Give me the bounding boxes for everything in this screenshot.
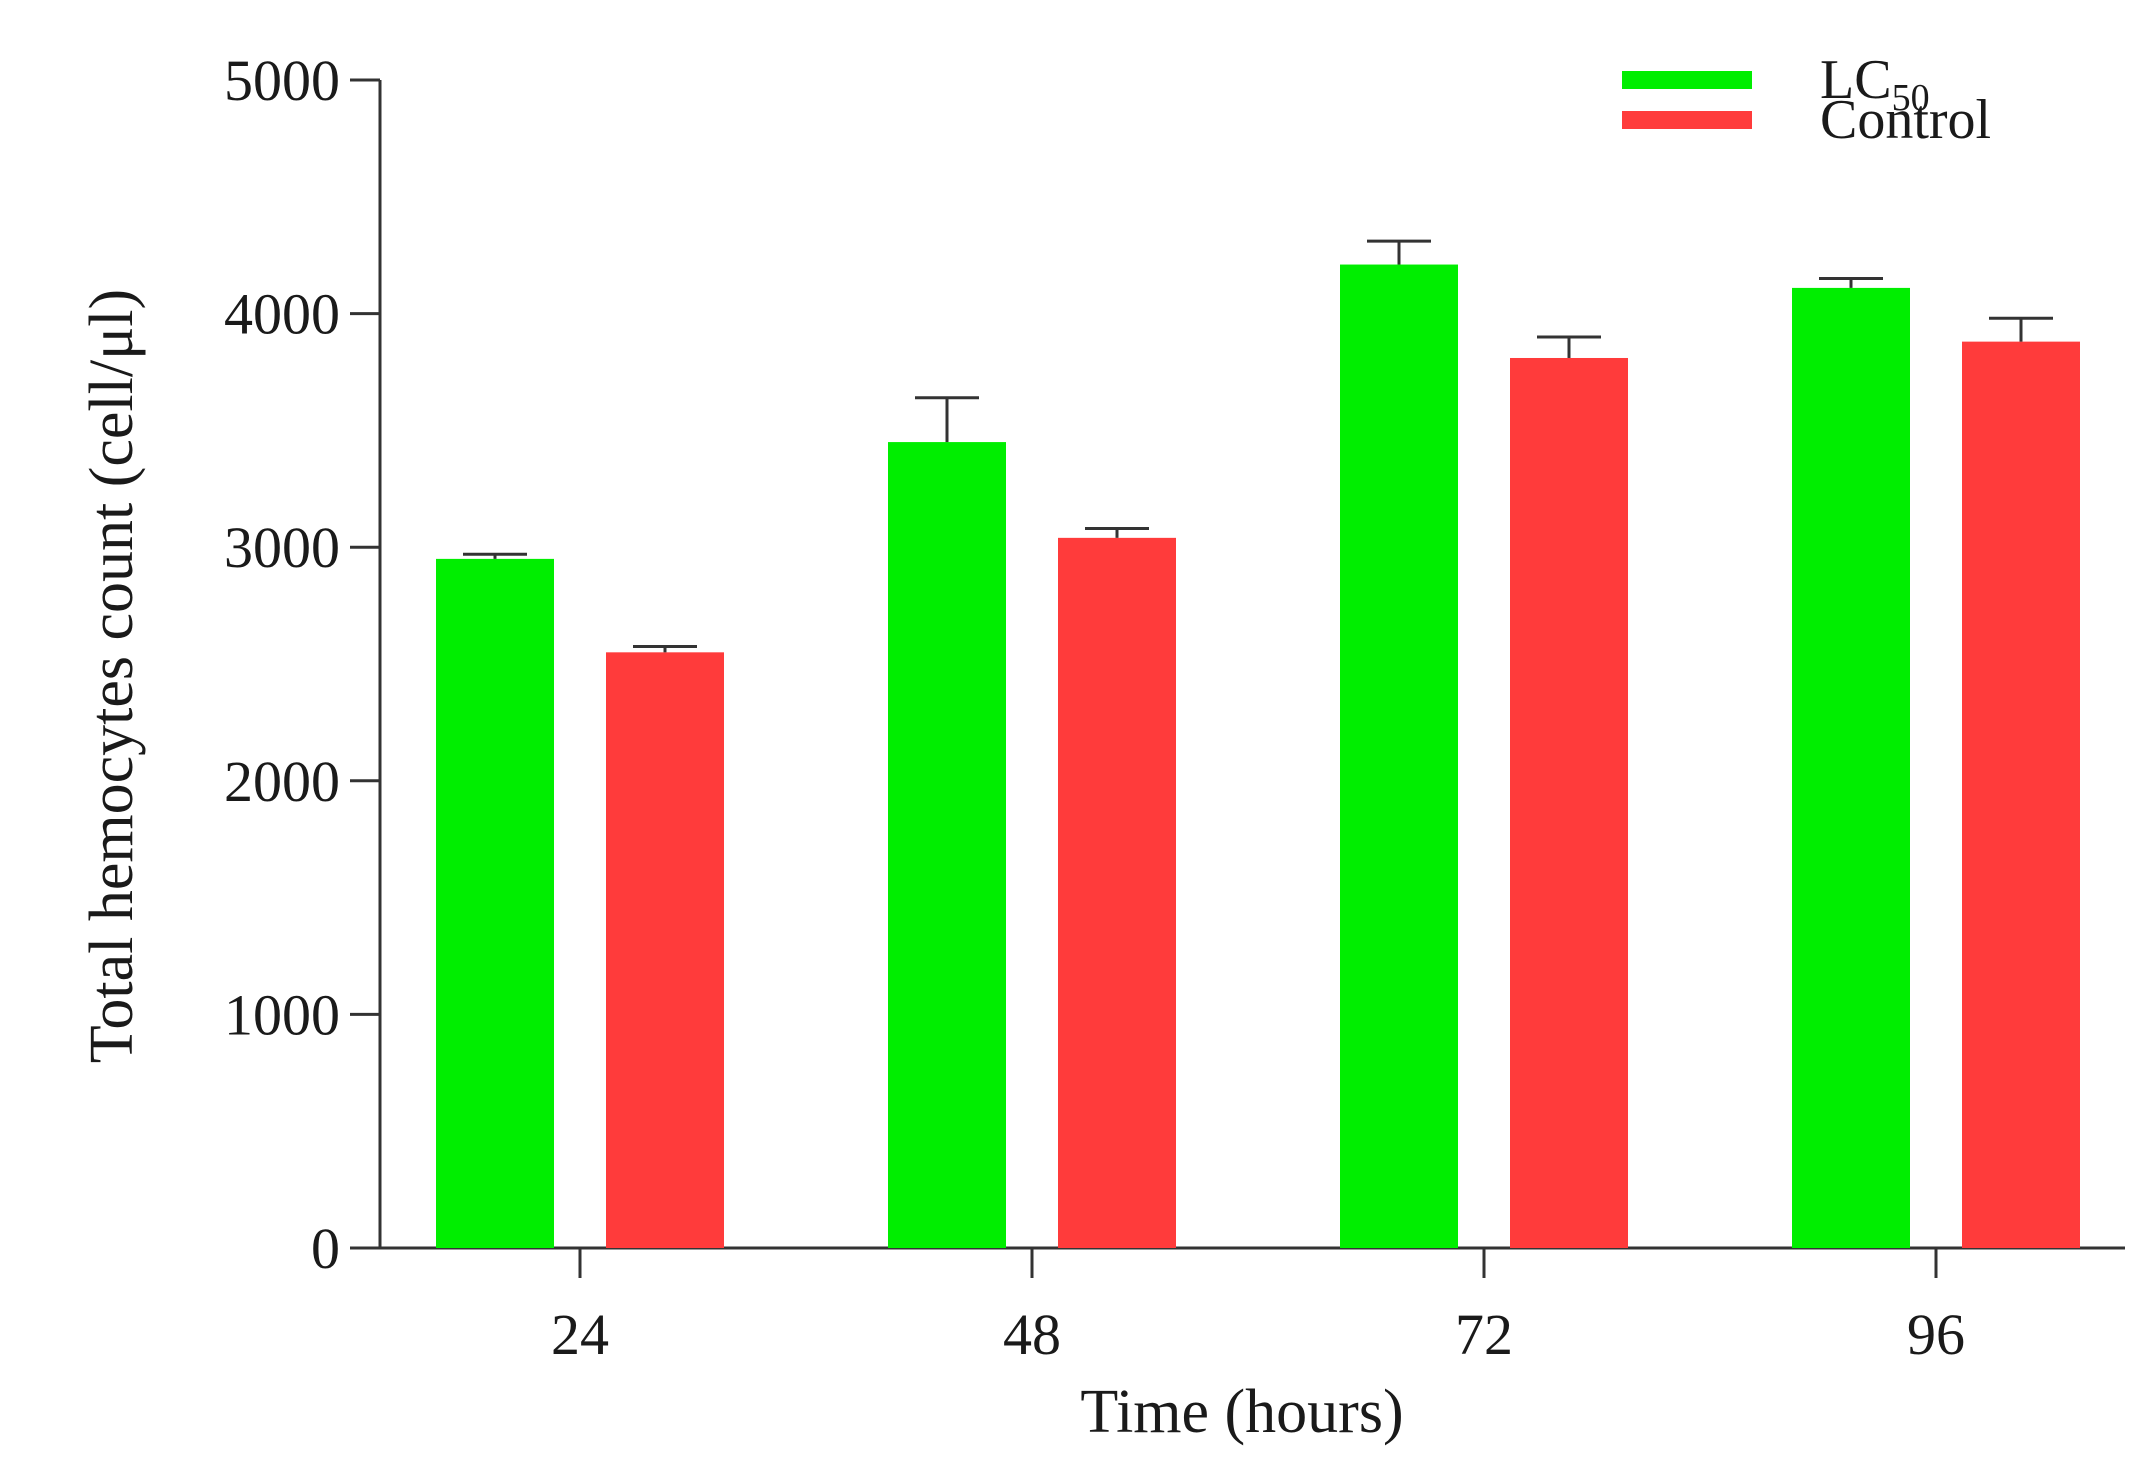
y-tick-label: 1000 xyxy=(224,982,340,1047)
x-axis-title: Time (hours) xyxy=(1080,1378,1403,1446)
y-tick-label: 4000 xyxy=(224,282,340,347)
y-tick-label: 0 xyxy=(311,1216,340,1281)
axes: 0 1000 2000 3000 4000 5000 24 48 72 96 xyxy=(224,48,2125,1367)
legend-swatch-control xyxy=(1622,111,1752,129)
y-tick-label: 5000 xyxy=(224,48,340,113)
x-tick-label: 48 xyxy=(1003,1302,1061,1367)
legend-label-control: Control xyxy=(1820,89,1991,151)
bar-lc50-48 xyxy=(888,442,1006,1249)
legend-subscript: 50 xyxy=(1892,77,1930,119)
bar-lc50-24 xyxy=(436,558,554,1248)
bar-control-72 xyxy=(1510,357,1628,1248)
y-tick-label: 3000 xyxy=(224,515,340,580)
y-tick-label: 2000 xyxy=(224,749,340,814)
bar-control-24 xyxy=(606,652,724,1248)
x-tick-label: 72 xyxy=(1455,1302,1513,1367)
bar-control-96 xyxy=(1962,341,2080,1249)
error-bars xyxy=(463,239,2053,653)
bar-control-48 xyxy=(1058,537,1176,1248)
x-tick-label: 96 xyxy=(1907,1302,1965,1367)
legend-swatch-lc50 xyxy=(1622,71,1752,89)
x-tick-label: 24 xyxy=(551,1302,609,1367)
bars xyxy=(436,264,2080,1249)
bar-lc50-72 xyxy=(1340,264,1458,1248)
bar-lc50-96 xyxy=(1792,287,1910,1248)
y-axis-title: Total hemocytes count (cell/μl) xyxy=(78,289,146,1063)
